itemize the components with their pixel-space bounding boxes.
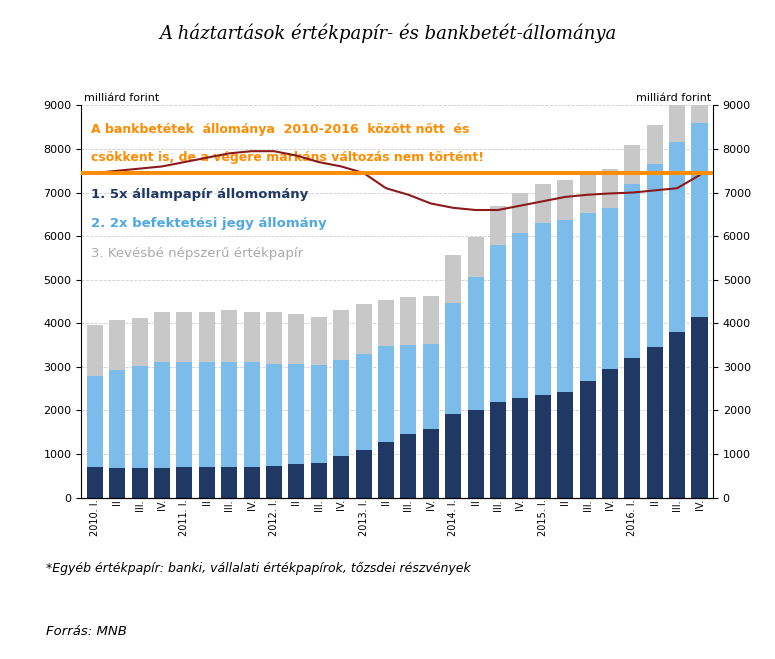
Bar: [154, 312, 170, 362]
Bar: [467, 409, 484, 498]
Bar: [356, 354, 372, 449]
Bar: [109, 320, 126, 370]
Bar: [602, 208, 618, 369]
Bar: [602, 169, 618, 208]
Bar: [243, 362, 260, 467]
Bar: [266, 312, 282, 364]
Bar: [691, 84, 708, 123]
Bar: [422, 296, 439, 344]
Bar: [333, 360, 350, 456]
Text: 1. 5x állampapír állomomány: 1. 5x állampapír állomomány: [91, 188, 308, 201]
Bar: [109, 370, 126, 468]
Bar: [535, 395, 551, 498]
Bar: [221, 467, 237, 498]
Bar: [333, 456, 350, 498]
Bar: [669, 332, 685, 498]
Bar: [177, 312, 192, 362]
Bar: [198, 312, 215, 362]
Bar: [512, 194, 529, 233]
Bar: [445, 414, 461, 498]
Bar: [646, 347, 663, 498]
Bar: [221, 362, 237, 467]
Bar: [288, 364, 305, 465]
Text: *Egyéb értékpapír: banki, vállalati értékpapírok, tőzsdei részvények: *Egyéb értékpapír: banki, vállalati érté…: [46, 561, 471, 575]
Text: csökkent is, de a végére markáns változás nem történt!: csökkent is, de a végére markáns változá…: [91, 150, 484, 163]
Bar: [109, 468, 126, 498]
Bar: [422, 344, 439, 429]
Bar: [243, 312, 260, 362]
Bar: [177, 467, 192, 498]
Text: Lakásviszonyok Magyaroszágon: Lakásviszonyok Magyaroszágon: [521, 629, 700, 640]
Bar: [580, 174, 596, 213]
Bar: [557, 219, 574, 391]
Text: 2. 2x befektetési jegy állomány: 2. 2x befektetési jegy állomány: [91, 217, 326, 230]
Bar: [691, 317, 708, 498]
Bar: [378, 301, 394, 346]
Bar: [669, 142, 685, 332]
Bar: [87, 467, 103, 498]
Bar: [401, 434, 416, 498]
Bar: [356, 304, 372, 354]
Bar: [177, 362, 192, 467]
Bar: [557, 181, 574, 219]
Bar: [243, 467, 260, 498]
Bar: [132, 366, 148, 468]
Bar: [378, 442, 394, 498]
Bar: [87, 376, 103, 467]
Bar: [445, 302, 461, 414]
Text: Forrás: MNB: Forrás: MNB: [46, 625, 127, 638]
Bar: [288, 465, 305, 498]
Text: A háztartások értékpapír- és bankbetét-állománya: A háztartások értékpapír- és bankbetét-á…: [159, 23, 616, 43]
Bar: [266, 466, 282, 498]
Bar: [646, 164, 663, 347]
Bar: [401, 297, 416, 345]
Bar: [288, 314, 305, 364]
Bar: [154, 468, 170, 498]
Bar: [311, 463, 327, 498]
Bar: [266, 364, 282, 466]
Bar: [625, 358, 640, 498]
Text: A bankbetétek  állománya  2010-2016  között nőtt  és: A bankbetétek állománya 2010-2016 között…: [91, 123, 469, 136]
Bar: [401, 345, 416, 434]
Bar: [691, 123, 708, 317]
Bar: [602, 369, 618, 498]
Bar: [535, 184, 551, 223]
Bar: [580, 381, 596, 498]
Bar: [490, 206, 506, 245]
Bar: [625, 184, 640, 358]
Bar: [311, 317, 327, 364]
Bar: [132, 468, 148, 498]
Bar: [535, 223, 551, 395]
Bar: [356, 449, 372, 498]
Bar: [221, 310, 237, 362]
Bar: [557, 391, 574, 498]
Bar: [87, 326, 103, 376]
Bar: [154, 362, 170, 468]
Bar: [333, 310, 350, 360]
Bar: [132, 318, 148, 366]
Bar: [490, 245, 506, 402]
Bar: [625, 144, 640, 184]
Bar: [669, 103, 685, 142]
Text: BPartner Ingatlanműhely: BPartner Ingatlanműhely: [512, 599, 709, 614]
Bar: [580, 213, 596, 381]
Bar: [512, 398, 529, 498]
Text: milliárd forint: milliárd forint: [84, 94, 159, 103]
Bar: [467, 237, 484, 277]
Bar: [512, 233, 529, 398]
Bar: [490, 402, 506, 498]
Text: 3. Kevésbé népszerű értékpapír: 3. Kevésbé népszerű értékpapír: [91, 246, 303, 260]
Bar: [378, 346, 394, 442]
Bar: [198, 467, 215, 498]
Bar: [646, 125, 663, 164]
Text: milliárd forint: milliárd forint: [636, 94, 711, 103]
Bar: [198, 362, 215, 467]
Bar: [311, 364, 327, 463]
Bar: [422, 429, 439, 498]
Bar: [445, 255, 461, 302]
Bar: [467, 277, 484, 409]
